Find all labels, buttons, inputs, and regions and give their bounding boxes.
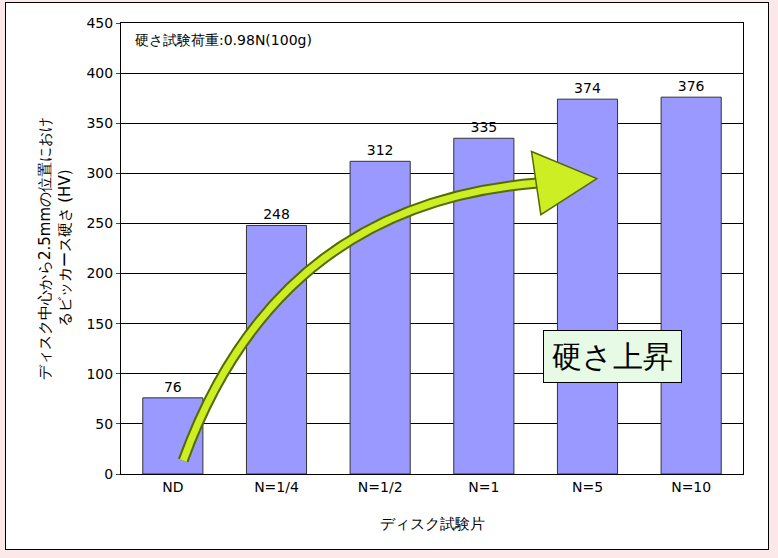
svg-text:硬さ上昇: 硬さ上昇 [552,339,673,374]
svg-text:0: 0 [104,466,113,482]
svg-text:硬さ試験荷重:0.98N(100g): 硬さ試験荷重:0.98N(100g) [135,32,312,48]
svg-text:250: 250 [86,215,113,231]
svg-text:N=1/2: N=1/2 [358,479,403,495]
svg-text:N=5: N=5 [572,479,603,495]
svg-text:N=10: N=10 [671,479,711,495]
svg-text:150: 150 [86,316,113,332]
svg-text:300: 300 [86,165,113,181]
svg-text:ディスク試験片: ディスク試験片 [380,515,485,533]
svg-text:248: 248 [263,206,290,222]
svg-text:N=1/4: N=1/4 [254,479,299,495]
svg-text:374: 374 [574,80,601,96]
svg-text:335: 335 [470,119,497,135]
svg-text:100: 100 [86,366,113,382]
svg-text:312: 312 [367,142,394,158]
svg-text:450: 450 [86,15,113,31]
svg-text:N=1: N=1 [468,479,499,495]
svg-text:400: 400 [86,65,113,81]
svg-text:76: 76 [164,379,182,395]
svg-text:350: 350 [86,115,113,131]
svg-text:ディスク中心から2.5mmの位置におけるビッカース硬さ (H: ディスク中心から2.5mmの位置におけるビッカース硬さ (HV) [36,117,74,380]
svg-text:200: 200 [86,265,113,281]
svg-text:50: 50 [95,416,113,432]
svg-text:376: 376 [678,78,705,94]
svg-text:ND: ND [162,479,183,495]
